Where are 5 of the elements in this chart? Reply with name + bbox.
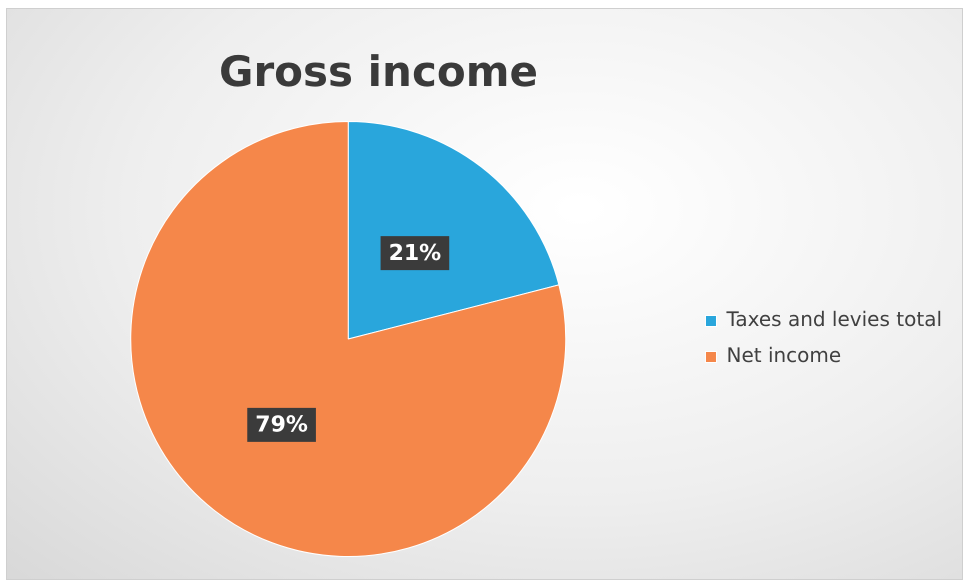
data-label: 79% xyxy=(255,412,308,438)
chart-title: Gross income xyxy=(219,47,538,96)
legend-label: Net income xyxy=(726,343,842,368)
data-label: 21% xyxy=(388,240,442,266)
legend-label: Taxes and levies total xyxy=(725,307,942,332)
